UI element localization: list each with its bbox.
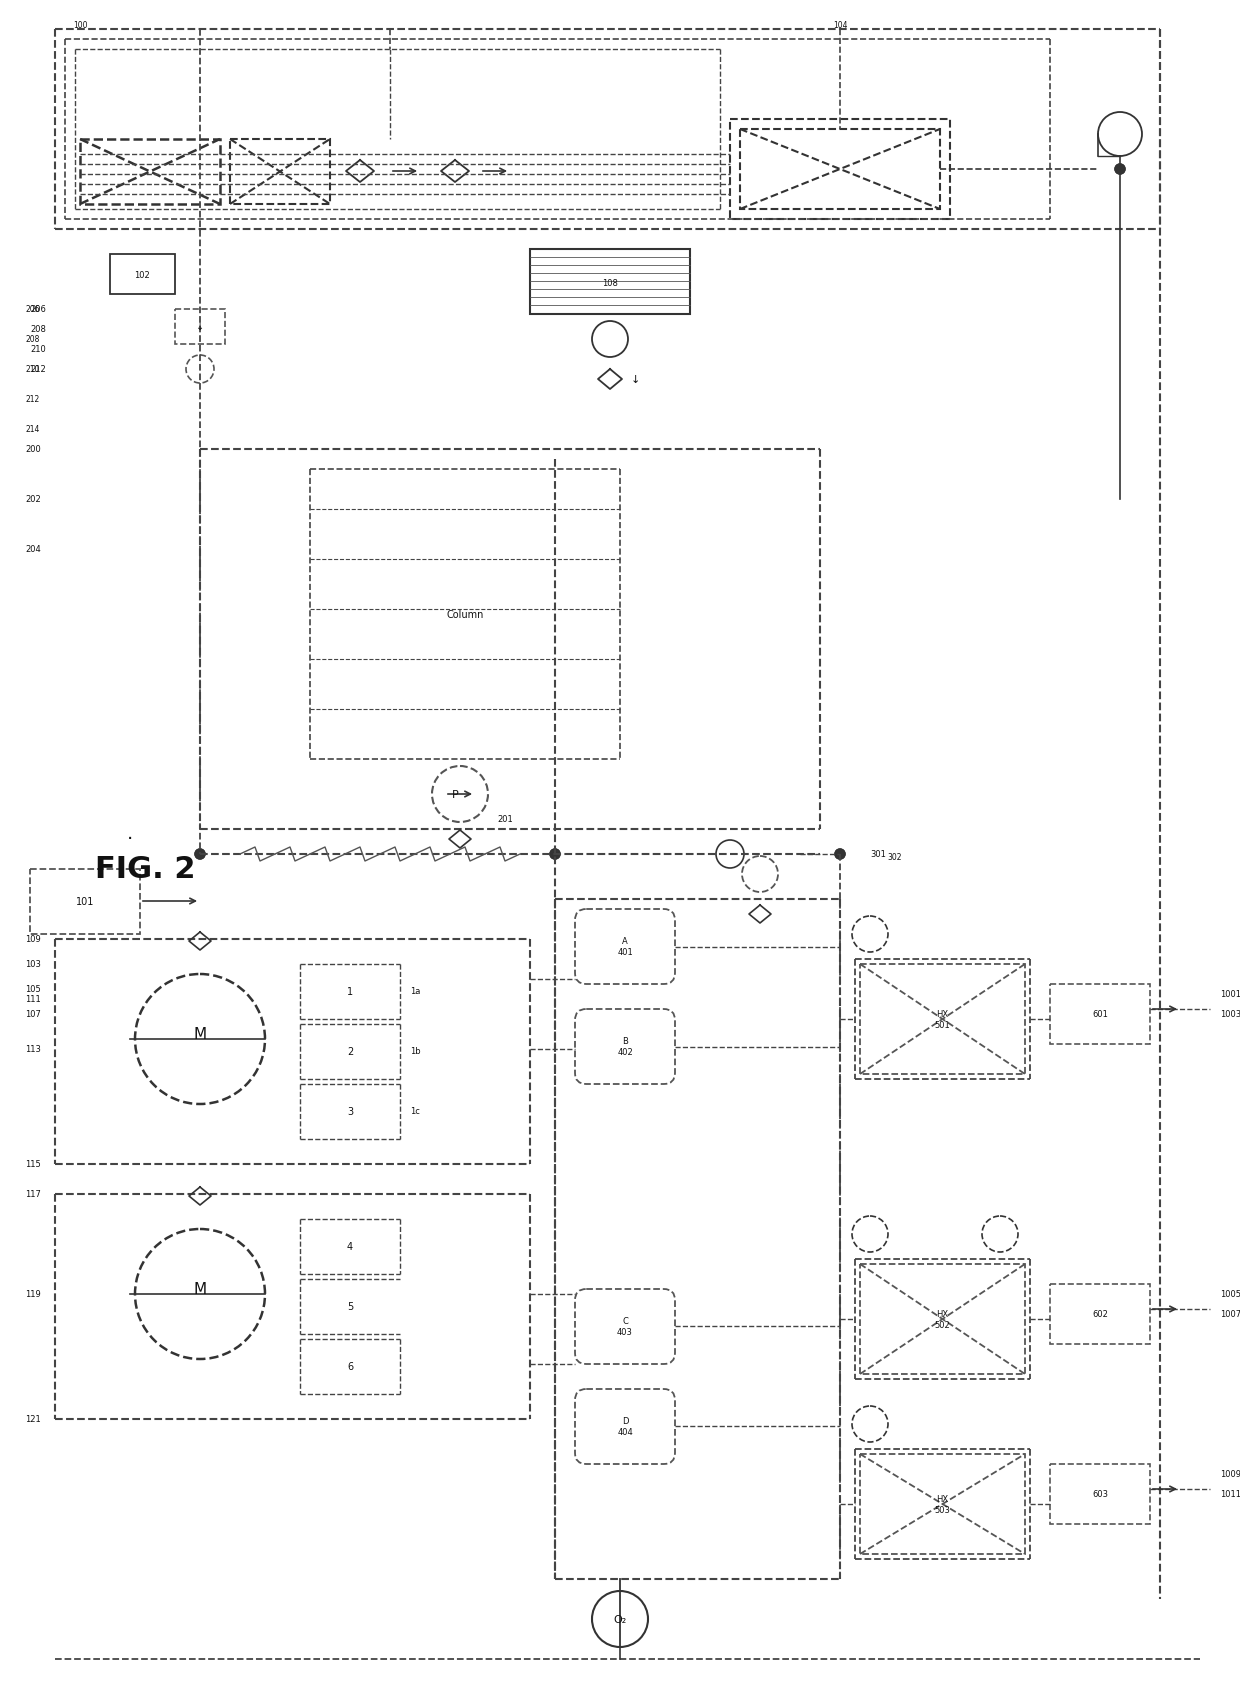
Text: 100: 100 [73,20,87,30]
Text: 102: 102 [134,271,150,279]
Text: 2: 2 [347,1046,353,1056]
Text: 109: 109 [25,935,41,944]
Text: 1b: 1b [409,1046,420,1056]
Text: 3: 3 [347,1107,353,1117]
Bar [730,119,950,220]
Text: 1005: 1005 [1220,1290,1240,1299]
Text: ·: · [126,829,133,849]
Text: 206: 206 [30,306,46,315]
Text: 210: 210 [25,365,40,375]
Text: D
404: D 404 [618,1416,632,1436]
Text: 1011: 1011 [1220,1490,1240,1499]
Bar [81,140,219,205]
Bar [740,130,940,210]
Text: 119: 119 [25,1290,41,1299]
Text: C
403: C 403 [618,1317,632,1336]
Text: 1009: 1009 [1220,1470,1240,1478]
Text: 212: 212 [25,395,40,404]
Text: HX
503: HX 503 [934,1494,950,1514]
Bar [529,251,689,315]
Text: 121: 121 [25,1415,41,1423]
Text: 603: 603 [1092,1490,1109,1499]
Text: 201: 201 [497,816,513,824]
Bar [1050,1285,1149,1344]
Text: 1: 1 [347,986,353,996]
Text: HX
502: HX 502 [934,1310,950,1329]
Text: 302: 302 [888,853,903,861]
Text: ↓: ↓ [630,375,640,385]
Text: 601: 601 [1092,1009,1107,1019]
Text: 210: 210 [30,345,46,355]
Circle shape [1115,165,1125,175]
Text: O₂: O₂ [614,1615,626,1625]
Text: ↓: ↓ [196,321,205,331]
Text: FIG. 2: FIG. 2 [95,854,196,885]
Text: 301: 301 [870,849,885,860]
Bar [861,964,1025,1075]
Text: 206: 206 [25,306,40,315]
Text: M: M [193,1028,207,1041]
Text: 6: 6 [347,1361,353,1371]
Text: 117: 117 [25,1189,41,1199]
Text: 1003: 1003 [1220,1009,1240,1019]
Text: 4: 4 [347,1241,353,1251]
Bar [1050,984,1149,1045]
Text: 115: 115 [25,1161,41,1169]
Text: P: P [451,789,459,799]
Text: 202: 202 [25,495,41,505]
Text: 1001: 1001 [1220,991,1240,999]
Text: HX
501: HX 501 [934,1009,950,1029]
Bar [30,870,140,935]
Text: 107: 107 [25,1009,41,1019]
Bar [1050,1463,1149,1524]
Text: 212: 212 [30,365,46,375]
Text: 200: 200 [25,446,41,454]
Text: 101: 101 [76,897,94,907]
Text: 105: 105 [25,986,41,994]
Text: 214: 214 [25,426,40,434]
Bar [175,309,224,345]
Bar [110,256,175,294]
Text: 208: 208 [25,335,40,345]
Text: 5: 5 [347,1302,353,1312]
Circle shape [551,849,560,860]
Text: 1007: 1007 [1220,1310,1240,1319]
Text: 104: 104 [833,20,847,30]
Bar [229,140,330,205]
Text: 1c: 1c [410,1107,420,1115]
Text: 208: 208 [30,325,46,335]
Text: B
402: B 402 [618,1036,632,1056]
Text: 204: 204 [25,545,41,553]
Text: 103: 103 [25,960,41,969]
Text: Column: Column [446,609,484,619]
Text: A
401: A 401 [618,937,632,955]
Text: 602: 602 [1092,1310,1107,1319]
Bar [861,1265,1025,1374]
Text: 111: 111 [25,996,41,1004]
Text: 113: 113 [25,1045,41,1055]
Circle shape [835,849,844,860]
Text: 1a: 1a [409,987,420,996]
Circle shape [195,849,205,860]
Bar [861,1455,1025,1554]
Text: 108: 108 [603,278,618,288]
Text: M: M [193,1282,207,1297]
